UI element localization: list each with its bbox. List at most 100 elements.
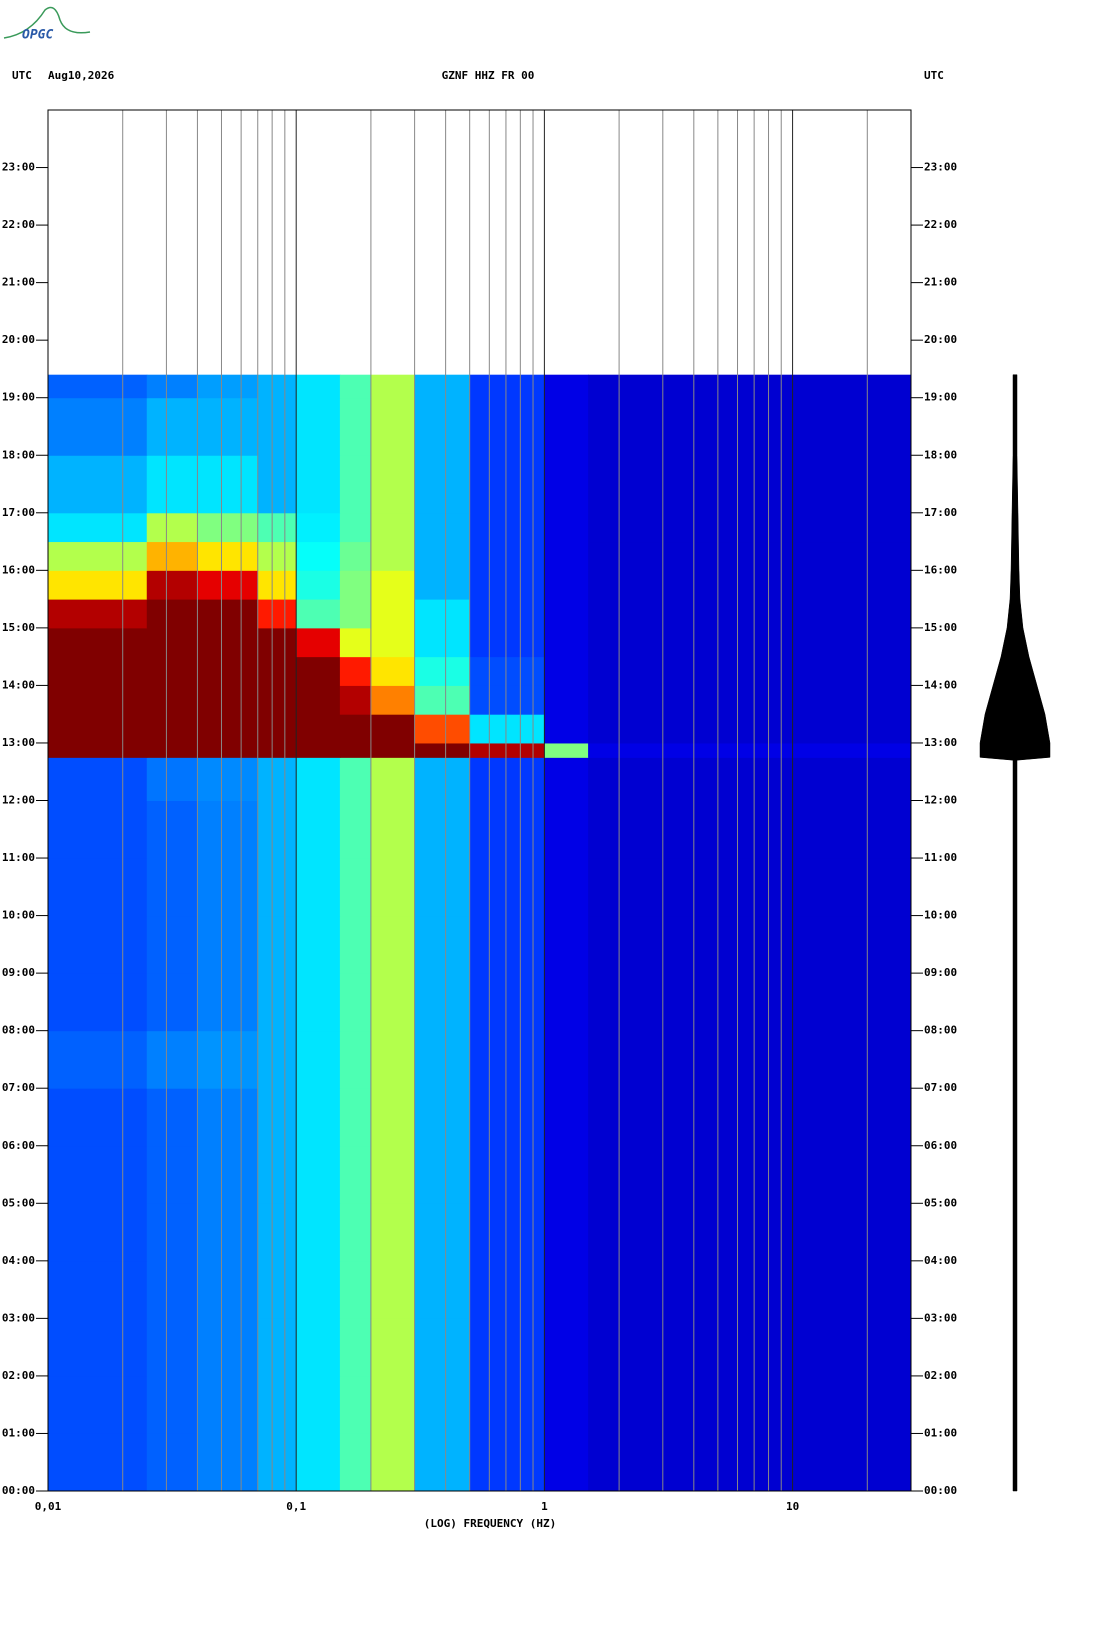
heatmap-cell — [48, 757, 148, 801]
heatmap-cell — [544, 1088, 589, 1147]
heatmap-cell — [296, 714, 341, 744]
y-tick-label: 06:00 — [2, 1139, 35, 1152]
y-tick-label: 04:00 — [924, 1254, 957, 1267]
heatmap-cell — [414, 1203, 471, 1262]
x-axis-label: (LOG) FREQUENCY (HZ) — [424, 1517, 556, 1530]
heatmap-cell — [48, 1433, 148, 1492]
heatmap-cell — [146, 858, 198, 917]
heatmap-cell — [257, 1145, 297, 1204]
heatmap-cell — [146, 915, 198, 974]
chart-title: GZNF HHZ FR 00 — [442, 69, 535, 82]
heatmap-cell — [339, 714, 372, 744]
heatmap-cell — [146, 1203, 198, 1262]
y-tick-label: 08:00 — [2, 1024, 35, 1037]
heatmap-cell — [414, 599, 471, 629]
heatmap-cell — [469, 397, 545, 456]
heatmap-cell — [197, 1088, 259, 1147]
heatmap-cell — [469, 455, 545, 514]
heatmap-cell — [197, 757, 259, 801]
heatmap-cell — [370, 1030, 416, 1089]
heatmap-cell — [257, 973, 297, 1032]
heatmap-cell — [544, 1318, 589, 1377]
heatmap-cell — [414, 1375, 471, 1434]
heatmap-cell — [146, 599, 198, 629]
heatmap-cell — [370, 915, 416, 974]
heatmap-cell — [296, 1145, 341, 1204]
heatmap-cell — [370, 656, 416, 686]
heatmap-cell — [588, 1030, 912, 1089]
y-tick-label: 05:00 — [924, 1196, 957, 1209]
heatmap-cell — [257, 915, 297, 974]
heatmap-cell — [339, 455, 372, 514]
heatmap-cell — [469, 541, 545, 571]
heatmap-cell — [544, 455, 589, 514]
heatmap-cell — [339, 915, 372, 974]
heatmap-cell — [339, 1375, 372, 1434]
heatmap-cell — [544, 541, 589, 571]
heatmap-cell — [588, 915, 912, 974]
y-tick-label: 22:00 — [2, 218, 35, 231]
heatmap-cell — [296, 374, 341, 399]
heatmap-cell — [414, 1145, 471, 1204]
heatmap-cell — [257, 1433, 297, 1492]
y-tick-label: 07:00 — [2, 1081, 35, 1094]
y-tick-label: 12:00 — [2, 794, 35, 807]
y-tick-label: 12:00 — [924, 794, 957, 807]
y-tick-label: 23:00 — [924, 161, 957, 174]
heatmap-cell — [339, 757, 372, 801]
heatmap-cell — [296, 1375, 341, 1434]
heatmap-cell — [48, 374, 148, 399]
heatmap-cell — [146, 1145, 198, 1204]
heatmap-cell — [296, 627, 341, 658]
heatmap-cell — [296, 570, 341, 600]
heatmap-cell — [339, 541, 372, 571]
heatmap-cell — [48, 1318, 148, 1377]
date: Aug10,2026 — [48, 69, 115, 82]
heatmap-cell — [197, 973, 259, 1032]
heatmap-cell — [588, 714, 912, 744]
heatmap-cell — [257, 1030, 297, 1089]
heatmap-cell — [370, 455, 416, 514]
heatmap-cell — [48, 570, 148, 600]
heatmap-cell — [48, 1260, 148, 1319]
heatmap-cell — [48, 973, 148, 1032]
heatmap-cell — [469, 1088, 545, 1147]
heatmap-cell — [197, 714, 259, 744]
heatmap-cell — [48, 512, 148, 543]
heatmap-cell — [197, 742, 259, 758]
heatmap-cell — [370, 685, 416, 715]
heatmap-cell — [339, 1260, 372, 1319]
heatmap-cell — [48, 627, 148, 658]
heatmap-cell — [370, 374, 416, 399]
heatmap-cell — [257, 858, 297, 917]
y-tick-label: 07:00 — [924, 1081, 957, 1094]
heatmap-cell — [197, 656, 259, 686]
heatmap-cell — [370, 1375, 416, 1434]
heatmap-cell — [146, 1318, 198, 1377]
heatmap-cell — [544, 627, 589, 658]
heatmap-cell — [197, 599, 259, 629]
heatmap-cell — [296, 455, 341, 514]
heatmap-cell — [339, 742, 372, 758]
heatmap-cell — [544, 1433, 589, 1492]
heatmap-cell — [370, 973, 416, 1032]
heatmap-cell — [339, 1145, 372, 1204]
y-tick-label: 16:00 — [2, 563, 35, 576]
heatmap-cell — [146, 512, 198, 543]
x-tick-label: 0,01 — [35, 1500, 62, 1513]
heatmap-cell — [414, 1260, 471, 1319]
y-tick-label: 11:00 — [2, 851, 35, 864]
heatmap-cell — [257, 627, 297, 658]
heatmap-cell — [414, 973, 471, 1032]
heatmap-cell — [296, 757, 341, 801]
heatmap-cell — [146, 1088, 198, 1147]
heatmap-cell — [544, 599, 589, 629]
heatmap-cell — [544, 1375, 589, 1434]
heatmap-cell — [469, 1260, 545, 1319]
heatmap-cell — [146, 714, 198, 744]
y-tick-label: 10:00 — [2, 909, 35, 922]
heatmap-cell — [414, 397, 471, 456]
heatmap-cell — [370, 1260, 416, 1319]
heatmap-cell — [469, 374, 545, 399]
